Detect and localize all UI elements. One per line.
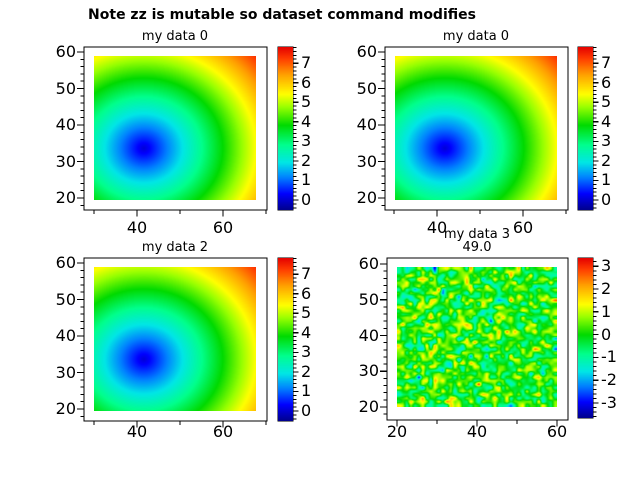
y-tick-label: 30 bbox=[356, 151, 377, 171]
y-tick-label: 50 bbox=[55, 78, 76, 98]
x-tick-label: 60 bbox=[212, 422, 234, 441]
colorbar-tick-label: 2 bbox=[601, 150, 612, 170]
y-tick-label: 40 bbox=[358, 325, 379, 345]
x-tick-label: 60 bbox=[512, 218, 534, 237]
colorbar-tick-label: 0 bbox=[601, 190, 612, 209]
x-tick-label: 40 bbox=[126, 218, 148, 237]
y-tick-label: 40 bbox=[55, 115, 76, 134]
x-tick-label: 40 bbox=[126, 422, 148, 441]
colorbar-tick-label: 7 bbox=[301, 264, 312, 284]
y-tick-label: 60 bbox=[55, 253, 76, 272]
y-tick-label: 60 bbox=[358, 254, 379, 273]
colorbar-tick-label: 3 bbox=[601, 131, 612, 151]
subplot-title-1: my data 0 bbox=[442, 29, 510, 44]
colorbar-tick-label: 7 bbox=[301, 53, 312, 73]
y-tick-label: 30 bbox=[55, 362, 76, 382]
colorbar-tick-label: 1 bbox=[601, 301, 612, 321]
y-tick-label: 20 bbox=[358, 397, 379, 416]
colorbar-tick-label: 1 bbox=[301, 170, 312, 190]
x-tick-label: 60 bbox=[212, 218, 234, 237]
colorbar-tick-label: 1 bbox=[601, 170, 612, 190]
y-tick-label: 60 bbox=[356, 42, 377, 61]
y-tick-label: 50 bbox=[55, 289, 76, 309]
subplot-subtitle-3: 49.0 bbox=[462, 240, 492, 255]
colorbar-tick-label: 6 bbox=[301, 72, 312, 92]
y-tick-label: 30 bbox=[358, 361, 379, 381]
colorbar-tick-label: 3 bbox=[301, 342, 312, 362]
y-tick-label: 30 bbox=[55, 151, 76, 171]
colorbar-tick-label: 0 bbox=[301, 190, 312, 209]
heatmap-image-3 bbox=[397, 267, 557, 407]
colorbar-tick-label: 0 bbox=[601, 324, 612, 344]
subplot-title-3: my data 3 bbox=[443, 227, 511, 242]
colorbar-tick-label: 4 bbox=[301, 111, 312, 131]
subplot-title-2: my data 2 bbox=[141, 240, 209, 255]
colorbar-tick-label: 3 bbox=[601, 256, 612, 276]
y-tick-label: 50 bbox=[356, 78, 377, 98]
colorbar-tick-label: 5 bbox=[601, 92, 612, 112]
colorbar-tick-label: 2 bbox=[301, 361, 312, 381]
colorbar-tick-label: 4 bbox=[601, 111, 612, 131]
colorbar-0 bbox=[278, 47, 293, 210]
colorbar-2 bbox=[278, 258, 293, 421]
y-tick-label: 40 bbox=[55, 326, 76, 345]
y-tick-label: 50 bbox=[358, 289, 379, 309]
x-tick-label: 40 bbox=[466, 422, 488, 441]
x-tick-label: 40 bbox=[426, 218, 448, 237]
colorbar-tick-label: 7 bbox=[601, 53, 612, 73]
colorbar-tick-label: 6 bbox=[301, 283, 312, 303]
colorbar-tick-label: 6 bbox=[601, 72, 612, 92]
colorbar-tick-label: 1 bbox=[301, 381, 312, 401]
heatmap-image-1 bbox=[395, 56, 557, 200]
figure-title: Note zz is mutable so dataset command mo… bbox=[88, 7, 476, 23]
x-tick-label: 60 bbox=[546, 422, 568, 441]
colorbar-tick-label: 5 bbox=[301, 303, 312, 323]
colorbar-tick-label: 4 bbox=[301, 322, 312, 342]
y-tick-label: 40 bbox=[356, 115, 377, 134]
y-tick-label: 20 bbox=[55, 399, 76, 418]
colorbar-tick-label: -3 bbox=[601, 393, 617, 412]
y-tick-label: 20 bbox=[55, 188, 76, 207]
heatmap-image-2 bbox=[94, 267, 256, 411]
y-tick-label: 60 bbox=[55, 42, 76, 61]
x-tick-label: 20 bbox=[386, 422, 408, 441]
colorbar-tick-label: 2 bbox=[601, 279, 612, 298]
colorbar-tick-label: -2 bbox=[601, 370, 617, 390]
colorbar-tick-label: 3 bbox=[301, 131, 312, 151]
colorbar-1 bbox=[578, 47, 593, 210]
colorbar-3 bbox=[578, 258, 593, 418]
colorbar-tick-label: 2 bbox=[301, 150, 312, 170]
subplot-title-0: my data 0 bbox=[141, 29, 209, 44]
colorbar-tick-label: -1 bbox=[601, 347, 617, 367]
y-tick-label: 20 bbox=[356, 188, 377, 207]
colorbar-tick-label: 5 bbox=[301, 92, 312, 112]
heatmap-image-0 bbox=[94, 56, 256, 200]
colorbar-tick-label: 0 bbox=[301, 401, 312, 420]
